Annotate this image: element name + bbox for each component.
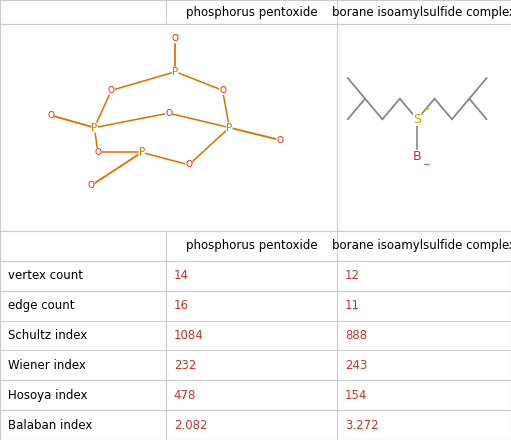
Text: +: + [424,104,430,114]
Text: 232: 232 [174,359,196,372]
Text: O: O [95,148,101,157]
Text: 3.272: 3.272 [345,418,379,432]
Text: 12: 12 [345,269,360,282]
Text: Schultz index: Schultz index [8,329,87,342]
Text: B: B [413,150,422,163]
Text: Hosoya index: Hosoya index [8,389,87,402]
Text: O: O [172,34,179,43]
Text: P: P [91,123,98,132]
Text: borane isoamylsulfide complex: borane isoamylsulfide complex [332,6,511,18]
Text: P: P [226,123,233,132]
Text: 11: 11 [345,299,360,312]
Text: 14: 14 [174,269,189,282]
Text: O: O [185,160,192,169]
Text: O: O [219,86,226,95]
Text: 243: 243 [345,359,367,372]
Text: O: O [108,86,115,95]
Text: −: − [423,160,429,169]
Text: O: O [47,111,54,120]
Text: Balaban index: Balaban index [8,418,92,432]
Text: edge count: edge count [8,299,74,312]
Text: 2.082: 2.082 [174,418,207,432]
Text: borane isoamylsulfide complex: borane isoamylsulfide complex [332,239,511,253]
Text: vertex count: vertex count [8,269,83,282]
Text: Wiener index: Wiener index [8,359,85,372]
Text: 16: 16 [174,299,189,312]
Text: O: O [87,181,95,190]
Text: 1084: 1084 [174,329,203,342]
Text: 154: 154 [345,389,367,402]
Text: P: P [138,147,145,158]
Text: phosphorus pentoxide: phosphorus pentoxide [186,239,317,253]
Text: 888: 888 [345,329,367,342]
Text: phosphorus pentoxide: phosphorus pentoxide [186,6,317,18]
Text: P: P [172,67,178,77]
Text: O: O [276,136,284,144]
Text: S: S [413,113,421,126]
Text: O: O [165,109,172,117]
Text: 478: 478 [174,389,196,402]
